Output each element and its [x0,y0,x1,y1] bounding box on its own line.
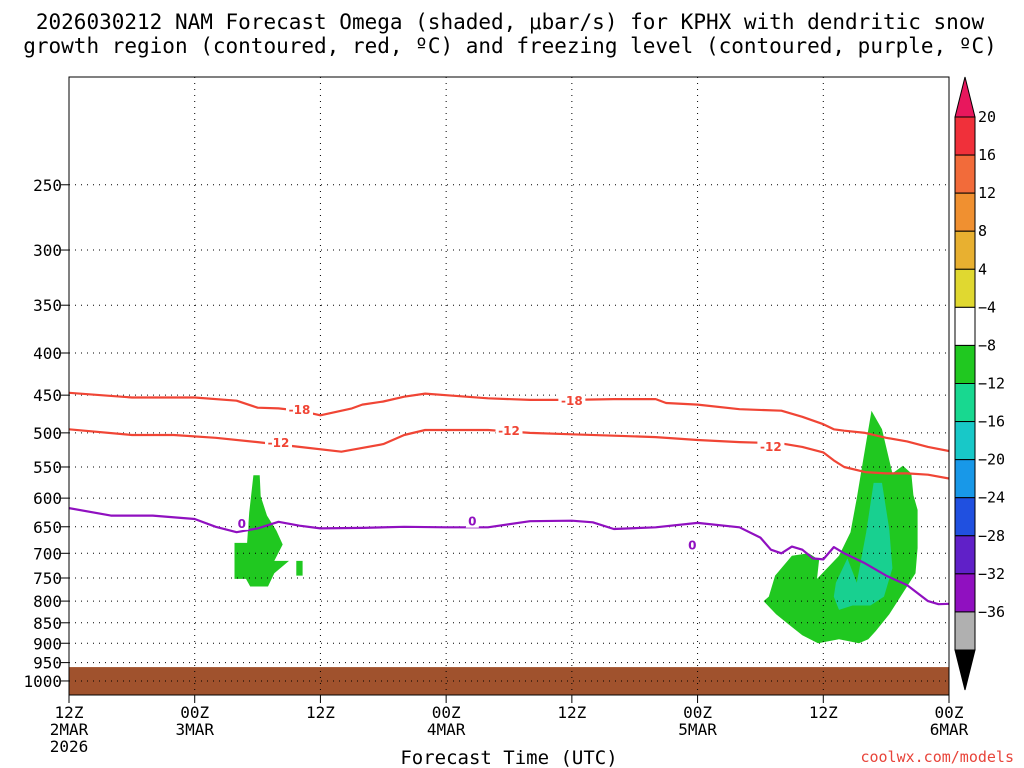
contour-label-bg-0-1 [558,392,586,407]
omega-region-2 [833,482,893,610]
colorbar-segment-11 [954,535,976,575]
xtick-label-5-1: 5MAR [678,720,717,739]
ytick-label-800: 800 [33,592,62,611]
source-credit: coolwx.com/models [860,748,1014,766]
xtick-label-4-0: 12Z [557,703,586,722]
colorbar-tick-2: 12 [978,184,996,202]
contour-label-bg-2-1 [465,513,479,528]
ytick-label-250: 250 [33,176,62,195]
contour-label-1-2: -12 [760,440,782,454]
ytick-label-600: 600 [33,489,62,508]
xtick-label-1-1: 3MAR [175,720,214,739]
ytick-label-750: 750 [33,569,62,588]
xtick-label-2-0: 12Z [306,703,335,722]
contour-line-2 [69,507,949,606]
colorbar-tick-9: −20 [978,451,1005,469]
contour-label-2-0: 0 [238,517,246,531]
contour-label-bg-1-2 [757,439,785,454]
ytick-label-550: 550 [33,458,62,477]
contour-label-0-0: -18 [289,403,311,417]
ytick-label-850: 850 [33,614,62,633]
contour-label-bg-2-0 [235,515,249,530]
colorbar-tick-4: 4 [978,260,987,278]
xtick-label-3-1: 4MAR [427,720,466,739]
colorbar-tick-7: −12 [978,375,1005,393]
colorbar-top-arrow [954,76,976,118]
xtick-label-1-0: 00Z [180,703,209,722]
ytick-label-300: 300 [33,241,62,260]
colorbar-segment-5 [954,306,976,346]
contour-label-bg-1-1 [495,422,523,437]
colorbar-tick-10: −24 [978,489,1005,507]
colorbar-segment-8 [954,421,976,461]
colorbar-segment-12 [954,573,976,613]
contour-label-bg-1-0 [265,435,293,450]
contour-label-2-2: 0 [688,538,696,552]
ytick-label-1000: 1000 [23,672,62,691]
contour-label-2-1: 0 [468,515,476,529]
chart-title-line1: 2026030212 NAM Forecast Omega (shaded, μ… [36,10,985,34]
ytick-label-700: 700 [33,544,62,563]
contour-label-1-0: -12 [268,436,290,450]
x-axis-label: Forecast Time (UTC) [400,747,617,768]
ytick-label-450: 450 [33,386,62,405]
colorbar-tick-5: −4 [978,298,996,316]
xtick-label-6-0: 12Z [809,703,838,722]
colorbar-tick-0: 20 [978,108,996,126]
colorbar-tick-13: −36 [978,603,1005,621]
contour-label-0-1: -18 [561,394,583,408]
omega-region-0 [234,475,303,587]
contour-label-bg-0-0 [285,402,313,417]
colorbar-segment-4 [954,268,976,308]
colorbar-bottom-arrow [954,649,976,691]
colorbar-segment-0 [954,116,976,156]
contour-labels-layer: -18 -18 -12 -12 -12 0 0 0 [235,392,785,552]
colorbar-segment-6 [954,344,976,384]
colorbar-segment-9 [954,459,976,499]
xtick-label-5-0: 00Z [683,703,712,722]
colorbar-tick-11: −28 [978,527,1005,545]
omega-colorbar: 20 16 12 8 4 −4 −8 −12 −16 −20 −24 −28 −32 −36 [954,76,1005,691]
contour-label-bg-2-2 [685,537,699,552]
grid-lines [69,77,949,695]
contour-label-1-1: -12 [498,424,520,438]
xtick-label-7-1: 6MAR [930,720,969,739]
xtick-label-0-0: 12Z [55,703,84,722]
terrain-ground-fill [69,667,949,695]
colorbar-segment-10 [954,497,976,537]
chart-title-line2: growth region (contoured, red, ºC) and f… [23,34,997,58]
xtick-label-0-1: 2MAR [50,720,89,739]
colorbar-tick-8: −16 [978,413,1005,431]
colorbar-segment-1 [954,154,976,194]
xtick-label-7-0: 00Z [935,703,964,722]
ytick-label-650: 650 [33,518,62,537]
ytick-label-350: 350 [33,296,62,315]
colorbar-tick-6: −8 [978,336,996,354]
colorbar-segment-7 [954,383,976,423]
colorbar-segment-13 [954,611,976,651]
xtick-label-3-0: 00Z [432,703,461,722]
ytick-label-950: 950 [33,654,62,673]
colorbar-segment-3 [954,230,976,270]
ytick-label-400: 400 [33,344,62,363]
xtick-label-0-2: 2026 [50,737,89,756]
colorbar-tick-12: −32 [978,565,1005,583]
colorbar-tick-3: 8 [978,222,987,240]
colorbar-tick-1: 16 [978,146,996,164]
contour-line-0 [69,391,949,453]
omega-shading-layer [234,410,918,644]
colorbar-segment-2 [954,192,976,232]
ytick-label-500: 500 [33,424,62,443]
y-axis-ticks: 2503003504004505005506006507007508008509… [23,176,69,691]
ytick-label-900: 900 [33,634,62,653]
